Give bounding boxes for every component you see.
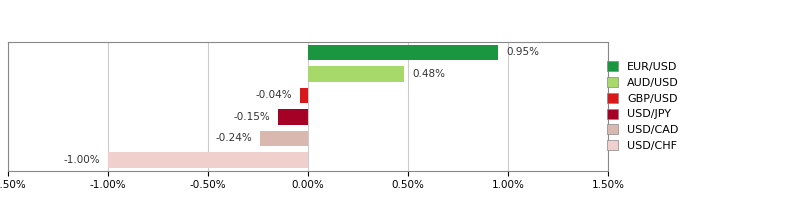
Bar — [308, 45, 498, 60]
Text: -0.15%: -0.15% — [233, 112, 270, 122]
Bar — [278, 109, 308, 125]
Bar — [300, 88, 308, 103]
Legend: EUR/USD, AUD/USD, GBP/USD, USD/JPY, USD/CAD, USD/CHF: EUR/USD, AUD/USD, GBP/USD, USD/JPY, USD/… — [605, 59, 681, 153]
Text: 0.95%: 0.95% — [506, 47, 539, 57]
Bar — [308, 66, 404, 82]
Text: -1.00%: -1.00% — [64, 155, 100, 165]
Bar — [108, 152, 308, 168]
Bar — [260, 131, 308, 146]
Text: 0.48%: 0.48% — [412, 69, 445, 79]
Text: -0.04%: -0.04% — [255, 90, 292, 100]
Text: -0.24%: -0.24% — [215, 133, 252, 143]
Text: Benchmark Currency Rates - Daily Gainers & Losers: Benchmark Currency Rates - Daily Gainers… — [190, 12, 595, 26]
